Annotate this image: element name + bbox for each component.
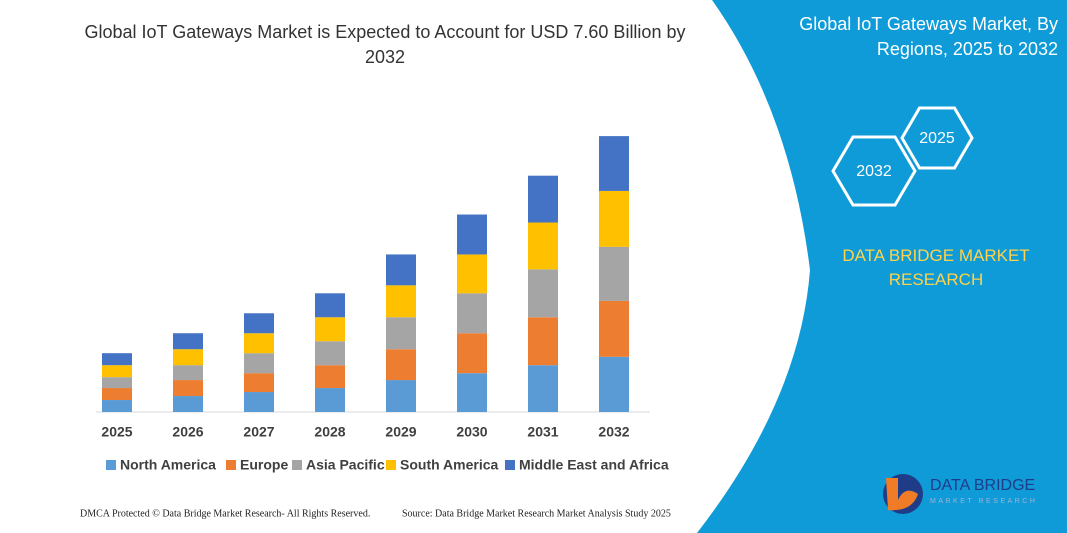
bar-segment <box>457 333 487 374</box>
x-tick-label: 2026 <box>172 424 203 440</box>
bar-segment <box>244 313 274 334</box>
bar-segment <box>102 353 132 366</box>
logo: DATA BRIDGE MARKET RESEARCH <box>883 474 1037 514</box>
bar-segment <box>315 365 345 389</box>
bar-segment <box>102 365 132 378</box>
legend-label: North America <box>120 457 216 473</box>
side-panel <box>697 0 1067 533</box>
bar-segment <box>528 365 558 412</box>
bar-segment <box>528 269 558 318</box>
logo-mark <box>886 478 918 511</box>
bar-segment <box>599 356 629 412</box>
bar-segment <box>173 380 203 397</box>
bar-segment <box>244 392 274 412</box>
bar-segment <box>102 388 132 401</box>
hexagon <box>831 135 917 207</box>
bar-segment <box>244 373 274 393</box>
hexagon <box>900 106 974 170</box>
bar-segment <box>457 254 487 294</box>
bar-segment <box>386 285 416 318</box>
bar-segment <box>244 353 274 374</box>
legend-label: Europe <box>240 457 288 473</box>
footer-right: Source: Data Bridge Market Research Mark… <box>402 508 671 519</box>
bar-segment <box>528 317 558 366</box>
x-tick-label: 2031 <box>527 424 558 440</box>
bar-segment <box>599 136 629 191</box>
legend-swatch <box>292 460 302 470</box>
bar-segment <box>315 317 345 342</box>
bar-segment <box>315 388 345 412</box>
bar-segment <box>173 333 203 350</box>
bar-segment <box>386 380 416 412</box>
legend-label: South America <box>400 457 498 473</box>
hex-label: 2025 <box>919 130 955 147</box>
x-tick-label: 2028 <box>314 424 345 440</box>
legend-swatch <box>386 460 396 470</box>
bar-segment <box>102 400 132 412</box>
bar-segment <box>457 293 487 334</box>
x-tick-label: 2032 <box>598 424 629 440</box>
chart-title: Global IoT Gateways Market is Expected t… <box>84 22 686 67</box>
bar-segment <box>457 214 487 255</box>
bar-segment <box>315 341 345 366</box>
bar-segment <box>173 349 203 366</box>
legend-label: Middle East and Africa <box>519 457 669 473</box>
legend-label: Asia Pacific <box>306 457 385 473</box>
logo-text: DATA BRIDGE <box>930 477 1035 494</box>
logo-subtext: MARKET RESEARCH <box>930 498 1037 505</box>
bar-segment <box>528 222 558 270</box>
x-tick-label: 2029 <box>385 424 416 440</box>
bar-segment <box>386 349 416 381</box>
legend-swatch <box>106 460 116 470</box>
panel-title: Global IoT Gateways Market, By Regions, … <box>799 14 1058 59</box>
bar-segment <box>173 365 203 381</box>
bar-segment <box>173 396 203 412</box>
bar-segment <box>599 246 629 301</box>
hex-label: 2032 <box>856 163 892 180</box>
bar-segment <box>457 373 487 412</box>
bar-segment <box>386 317 416 350</box>
brand-text: DATA BRIDGE MARKET RESEARCH <box>842 246 1030 289</box>
bar-segment <box>315 293 345 318</box>
x-tick-label: 2027 <box>243 424 274 440</box>
bar-segment <box>528 175 558 223</box>
legend-swatch <box>226 460 236 470</box>
footer-left: DMCA Protected © Data Bridge Market Rese… <box>80 508 370 519</box>
x-tick-label: 2025 <box>101 424 132 440</box>
bar-segment <box>599 190 629 247</box>
bar-segment <box>244 333 274 354</box>
bar-segment <box>599 300 629 357</box>
bar-segment <box>386 254 416 286</box>
bar-segment <box>102 377 132 389</box>
x-tick-label: 2030 <box>456 424 487 440</box>
legend-swatch <box>505 460 515 470</box>
